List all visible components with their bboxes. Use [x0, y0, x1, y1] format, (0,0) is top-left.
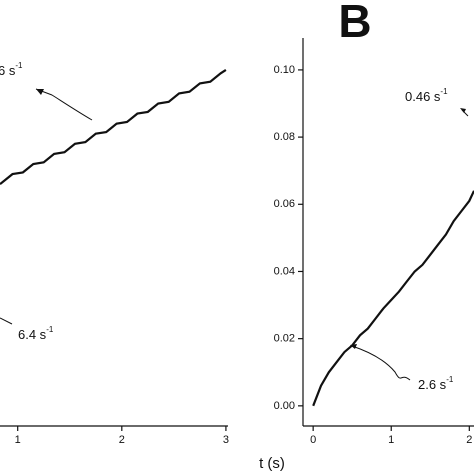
- annotation: 0.46 s-1: [405, 87, 448, 104]
- y-tick-label: 0.00: [274, 400, 295, 412]
- x-tick-label: 2: [466, 434, 472, 446]
- annotation-arrow: [35, 88, 93, 121]
- data-line: [0, 68, 227, 185]
- annotation-arrow: [0, 317, 13, 325]
- x-tick-label: 2: [119, 434, 125, 446]
- y-tick-label: 0.10: [274, 64, 295, 76]
- annotation: 2.6 s-1: [418, 375, 454, 392]
- annotation-text: 6 s: [0, 63, 16, 78]
- annotation-sup: -1: [446, 375, 454, 384]
- annotation: 6 s-1: [0, 61, 23, 78]
- annotation-text: 2.6 s: [418, 377, 447, 392]
- x-tick-label: 1: [388, 434, 394, 446]
- y-tick-label: 0.08: [274, 131, 295, 143]
- annotation-arrow: [351, 345, 411, 381]
- arrow-head: [36, 89, 44, 95]
- y-tick-label: 0.02: [274, 333, 295, 345]
- x-tick-label: 1: [15, 434, 21, 446]
- data-line: [312, 190, 474, 407]
- x-tick-label: 0: [310, 434, 316, 446]
- annotation-text: 6.4 s: [18, 327, 47, 342]
- panel-label: B: [338, 0, 371, 47]
- annotation-sup: -1: [15, 61, 23, 70]
- x-tick-label: 3: [223, 434, 229, 446]
- annotation-text: 0.46 s: [405, 89, 441, 104]
- annotation-sup: -1: [46, 325, 54, 334]
- y-tick-label: 0.04: [274, 265, 295, 277]
- x-axis-label: t (s): [259, 455, 285, 472]
- y-tick-label: 0.06: [274, 198, 295, 210]
- arrow-head: [460, 108, 466, 113]
- annotation-sup: -1: [440, 87, 448, 96]
- annotation: 6.4 s-1: [18, 325, 54, 342]
